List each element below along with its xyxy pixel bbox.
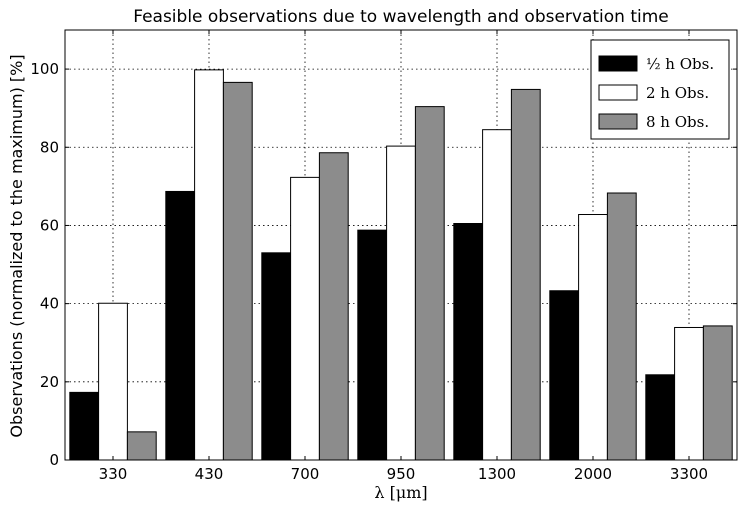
bar — [482, 129, 512, 461]
bar — [674, 326, 704, 461]
x-tick-label: 3300 — [670, 465, 708, 483]
bar — [549, 290, 580, 461]
x-axis-label: λ [μm] — [374, 483, 427, 502]
bar — [645, 374, 676, 461]
y-axis-label: Observations (normalized to the maximum)… — [7, 54, 26, 437]
bar — [69, 391, 100, 461]
bar — [290, 176, 320, 461]
chart-title: Feasible observations due to wavelength … — [133, 7, 669, 27]
legend-swatch — [598, 84, 638, 101]
x-tick-label: 700 — [291, 465, 320, 483]
legend-swatch — [598, 113, 638, 130]
bar — [165, 190, 196, 461]
legend-label: 2 h Obs. — [646, 84, 709, 102]
bar — [606, 192, 637, 461]
bar — [126, 431, 157, 461]
bar — [357, 229, 388, 461]
bar — [261, 252, 292, 461]
x-tick-label: 430 — [195, 465, 224, 483]
y-tick-label: 60 — [40, 216, 59, 234]
legend-swatch — [598, 55, 638, 72]
y-tick-label: 40 — [40, 295, 59, 313]
bar — [194, 69, 224, 461]
x-tick-label: 950 — [387, 465, 416, 483]
bar — [318, 152, 349, 461]
y-tick-label: 20 — [40, 373, 59, 391]
legend: ½ h Obs. 2 h Obs. 8 h Obs. — [590, 39, 730, 140]
bar — [386, 145, 416, 461]
bar — [578, 214, 608, 461]
x-tick-label: 1300 — [478, 465, 516, 483]
x-tick-label: 330 — [99, 465, 128, 483]
plot-frame — [64, 29, 738, 461]
legend-label: 8 h Obs. — [646, 113, 709, 131]
bar — [414, 106, 445, 461]
y-tick-label: 0 — [49, 451, 59, 469]
x-tick-label: 2000 — [574, 465, 612, 483]
y-tick-label: 100 — [30, 60, 59, 78]
y-tick-label: 80 — [40, 138, 59, 156]
bar — [98, 302, 128, 461]
bar — [453, 223, 484, 461]
axes: 330 430 700 950 1300 2000 3300 0 20 40 60 80 100 — [30, 29, 738, 483]
bar — [222, 81, 253, 461]
bars-group — [69, 69, 733, 461]
bar — [702, 325, 733, 461]
bar — [510, 88, 541, 461]
legend-label: ½ h Obs. — [646, 55, 714, 73]
